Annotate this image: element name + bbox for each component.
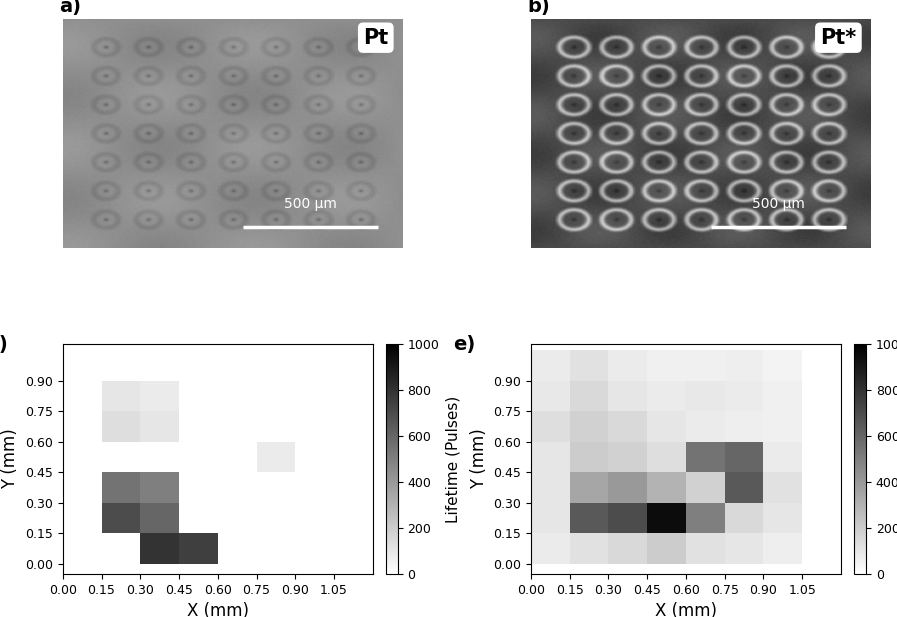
Y-axis label: Y (mm): Y (mm) xyxy=(2,429,20,489)
Text: Pt: Pt xyxy=(363,28,388,48)
X-axis label: X (mm): X (mm) xyxy=(187,602,248,617)
Text: 500 μm: 500 μm xyxy=(752,197,805,211)
Y-axis label: Lifetime (Pulses): Lifetime (Pulses) xyxy=(445,395,460,523)
Y-axis label: Y (mm): Y (mm) xyxy=(470,429,488,489)
Text: e): e) xyxy=(453,335,475,354)
Text: 500 μm: 500 μm xyxy=(284,197,337,211)
X-axis label: X (mm): X (mm) xyxy=(655,602,717,617)
Text: a): a) xyxy=(59,0,82,16)
Text: d): d) xyxy=(0,335,8,354)
Text: b): b) xyxy=(527,0,550,16)
Text: Pt*: Pt* xyxy=(820,28,857,48)
